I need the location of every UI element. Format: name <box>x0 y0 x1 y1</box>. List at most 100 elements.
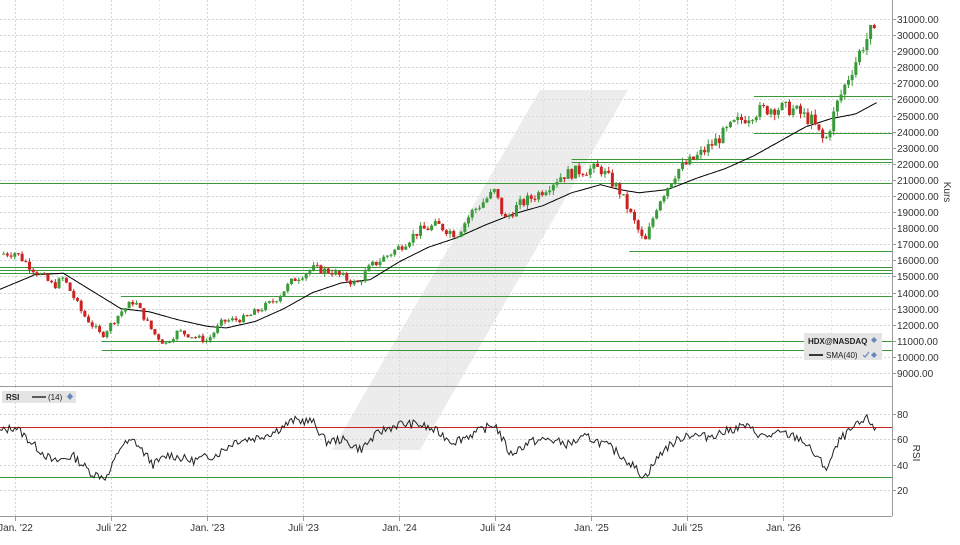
candle-up <box>732 120 736 122</box>
sma-series <box>0 102 877 329</box>
candle-up <box>367 265 371 272</box>
candle-up <box>300 278 304 280</box>
diamond-pin-icon[interactable] <box>871 337 877 343</box>
candle-up <box>219 319 223 326</box>
candle-up <box>385 255 389 257</box>
rsi-legend-name: RSI <box>6 393 19 402</box>
candle-up <box>658 201 662 211</box>
candle-down <box>496 189 500 198</box>
candle-down <box>337 271 341 275</box>
x-tick-label: Juli '24 <box>480 523 511 534</box>
candle-down <box>238 319 242 323</box>
candle-down <box>806 112 810 124</box>
candle-up <box>171 339 175 342</box>
candle-up <box>802 112 806 114</box>
candle-down <box>28 261 32 270</box>
candle-up <box>433 221 437 226</box>
candle-down <box>182 330 186 335</box>
candle-up <box>832 111 836 132</box>
candle-down <box>684 162 688 165</box>
candle-up <box>869 25 873 40</box>
y-tick-label: 17000.00 <box>897 240 939 251</box>
candle-down <box>562 177 566 179</box>
candle-up <box>559 177 563 183</box>
sma-line <box>0 102 877 329</box>
candle-up <box>706 144 710 153</box>
candle-up <box>485 198 489 203</box>
candle-up <box>551 184 555 191</box>
candle-down <box>872 25 876 29</box>
y-tick-label: 14000.00 <box>897 289 939 300</box>
candle-down <box>5 253 9 256</box>
candle-up <box>289 278 293 284</box>
candle-up <box>544 192 548 196</box>
candle-down <box>692 156 696 160</box>
candle-up <box>341 273 345 275</box>
candle-up <box>861 50 865 52</box>
candle-down <box>72 290 76 299</box>
candle-up <box>227 320 231 322</box>
candle-down <box>400 246 404 250</box>
candle-down <box>9 255 13 257</box>
candle-up <box>725 127 729 129</box>
candle-down <box>577 165 581 175</box>
candle-up <box>854 62 858 75</box>
candle-up <box>179 330 183 332</box>
check-icon[interactable] <box>862 351 870 358</box>
candle-up <box>323 268 327 274</box>
candle-down <box>31 269 35 273</box>
candle-up <box>492 189 496 192</box>
candle-down <box>24 261 28 263</box>
candle-down <box>186 334 190 338</box>
candle-down <box>53 282 57 289</box>
candle-up <box>858 50 862 63</box>
candle-up <box>784 101 788 103</box>
candle-up <box>769 109 773 115</box>
candle-up <box>393 249 397 255</box>
diamond-pin-icon[interactable] <box>871 352 877 358</box>
candle-down <box>138 303 142 309</box>
y-tick-label: 22000.00 <box>897 160 939 171</box>
rsi-reference-levels <box>0 427 892 478</box>
candle-up <box>835 100 839 112</box>
candle-down <box>743 120 747 124</box>
candle-up <box>780 102 784 111</box>
y-tick-label: 31000.00 <box>897 15 939 26</box>
candle-down <box>46 274 50 281</box>
candle-up <box>371 261 375 266</box>
candle-up <box>588 168 592 175</box>
main-y-axis: 9000.00 10000.00 11000.00 12000.00 13000.00 1… <box>892 15 939 380</box>
candle-up <box>230 318 234 321</box>
candle-down <box>522 199 526 206</box>
candle-up <box>282 291 286 296</box>
candle-up <box>39 273 43 275</box>
candle-up <box>655 210 659 219</box>
candle-down <box>799 105 803 114</box>
candle-up <box>411 233 415 243</box>
candle-up <box>828 131 832 138</box>
candle-up <box>278 295 282 302</box>
candle-down <box>234 318 238 320</box>
rsi-legend: RSI (14) <box>2 391 76 403</box>
candle-down <box>142 308 146 320</box>
y-tick-label: 23000.00 <box>897 144 939 155</box>
candle-up <box>363 271 367 282</box>
candle-down <box>426 228 430 231</box>
rsi-grid <box>0 386 892 516</box>
rsi-series <box>0 413 877 481</box>
candle-up <box>208 337 212 341</box>
candle-up <box>621 194 625 196</box>
candle-down <box>640 229 644 236</box>
candle-up <box>677 169 681 179</box>
candle-up <box>205 340 209 342</box>
candle-up <box>573 165 577 179</box>
y-tick-label: 25000.00 <box>897 112 939 123</box>
candle-up <box>308 270 312 274</box>
rsi-line <box>0 413 877 481</box>
x-tick-label: Juli '23 <box>288 523 319 534</box>
candle-up <box>489 191 493 199</box>
diamond-pin-icon[interactable] <box>67 393 73 400</box>
y-tick-label: 29000.00 <box>897 47 939 58</box>
candle-up <box>360 281 364 283</box>
